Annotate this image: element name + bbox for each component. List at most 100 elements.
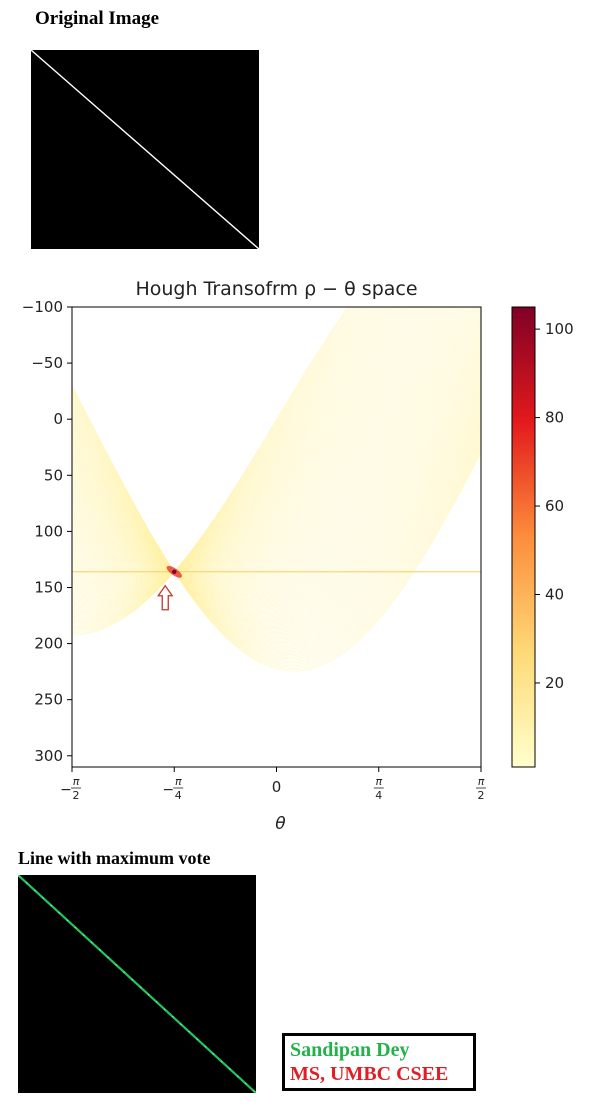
hough-curve <box>72 307 481 627</box>
colorbar-tick-label: 40 <box>545 586 564 604</box>
hough-curve <box>72 402 481 620</box>
hough-curve <box>72 400 481 618</box>
hough-curve <box>72 358 481 587</box>
hough-sinusoids <box>72 307 481 672</box>
y-tick-label: 250 <box>34 691 63 709</box>
hough-curve <box>72 318 481 573</box>
hough-curve <box>72 366 481 591</box>
hough-curve <box>72 307 481 573</box>
y-tick-label: −100 <box>22 298 63 316</box>
hough-curve <box>72 346 481 581</box>
credit-name: Sandipan Dey <box>290 1039 410 1061</box>
hough-curve <box>72 307 481 581</box>
x-tick-sign: − <box>162 782 174 798</box>
hough-curve <box>72 329 481 575</box>
hough-curve <box>72 307 481 579</box>
x-tick-numerator: π <box>375 775 382 788</box>
x-tick-denominator: 2 <box>478 789 485 802</box>
hough-curve <box>72 307 481 607</box>
hough-curve <box>72 391 481 610</box>
hough-curve <box>72 307 481 575</box>
hough-curve <box>72 363 481 590</box>
hough-curve <box>72 307 481 580</box>
hough-curve <box>72 331 481 575</box>
hough-curve <box>72 307 481 602</box>
hough-curve <box>72 360 481 587</box>
hough-curve <box>72 406 481 624</box>
original-diagonal-line <box>30 49 260 250</box>
hough-curve <box>72 314 481 573</box>
hough-curve <box>72 385 481 605</box>
hough-curve <box>72 307 481 577</box>
hough-curve <box>72 321 481 573</box>
hough-curve <box>72 337 481 577</box>
hough-curve <box>72 307 481 575</box>
hough-curve <box>72 313 481 573</box>
hough-chart: Hough Transofrm ρ − θ space−100−50050100… <box>22 278 574 834</box>
colorbar-tick-label: 100 <box>545 320 574 338</box>
hough-curve <box>72 347 481 581</box>
hough-curve <box>72 307 481 633</box>
hough-curve <box>72 375 481 597</box>
hough-curve <box>72 307 481 586</box>
hough-curve <box>72 307 481 597</box>
x-tick-numerator: π <box>478 775 485 788</box>
hough-curve <box>72 307 481 604</box>
hough-curve <box>72 307 481 585</box>
hough-curve <box>72 332 481 575</box>
hough-curve <box>72 317 481 573</box>
y-tick-label: 200 <box>34 635 63 653</box>
hough-curve <box>72 351 481 583</box>
x-tick-numerator: π <box>175 775 182 788</box>
hough-curve <box>72 307 481 605</box>
hough-curve <box>72 370 481 594</box>
hough-curve <box>72 307 481 611</box>
hough-curve <box>72 307 481 588</box>
original-image-panel <box>30 49 260 250</box>
hough-curve <box>72 307 481 573</box>
hough-curve <box>72 362 481 589</box>
hough-curve <box>72 352 481 583</box>
hough-curve <box>72 307 481 634</box>
peak-arrow-annotation <box>157 584 174 611</box>
hough-curve <box>72 307 481 587</box>
hough-curve <box>72 307 481 590</box>
hough-curve <box>72 307 481 612</box>
hough-curve <box>72 307 481 599</box>
x-tick-label: 0 <box>272 778 282 796</box>
y-tick-label: 150 <box>34 578 63 596</box>
hough-curve <box>72 307 481 589</box>
x-tick-denominator: 4 <box>375 789 382 802</box>
hough-curve <box>72 382 481 603</box>
hough-curve <box>72 361 481 588</box>
hough-curve <box>72 385 481 672</box>
hough-curve <box>72 307 481 577</box>
hough-curve <box>72 307 481 608</box>
hough-curve <box>72 404 481 621</box>
hough-curve <box>72 307 481 616</box>
chart-title: Hough Transofrm ρ − θ space <box>135 278 417 300</box>
hough-curve <box>72 307 481 606</box>
hough-curve <box>72 307 481 573</box>
x-axis-label: θ <box>275 814 286 834</box>
hough-curve <box>72 307 481 628</box>
hough-curve <box>72 307 481 573</box>
hough-curve <box>72 307 481 592</box>
hough-curve <box>72 343 481 579</box>
original-image-heading: Original Image <box>35 8 160 29</box>
hough-curve <box>72 334 481 576</box>
hough-curve <box>72 308 481 573</box>
hough-curve <box>72 387 481 607</box>
hough-curve <box>72 307 481 582</box>
hough-curve <box>72 381 481 602</box>
colorbar <box>511 306 536 768</box>
hough-curve <box>72 307 481 593</box>
colorbar-tick-label: 80 <box>545 409 564 427</box>
hough-curve <box>72 355 481 585</box>
hough-curve <box>72 365 481 591</box>
hough-curve <box>72 307 481 573</box>
hough-curve <box>72 316 481 573</box>
hough-curve <box>72 307 481 579</box>
hough-curve <box>72 307 481 632</box>
hough-curve <box>72 307 481 576</box>
